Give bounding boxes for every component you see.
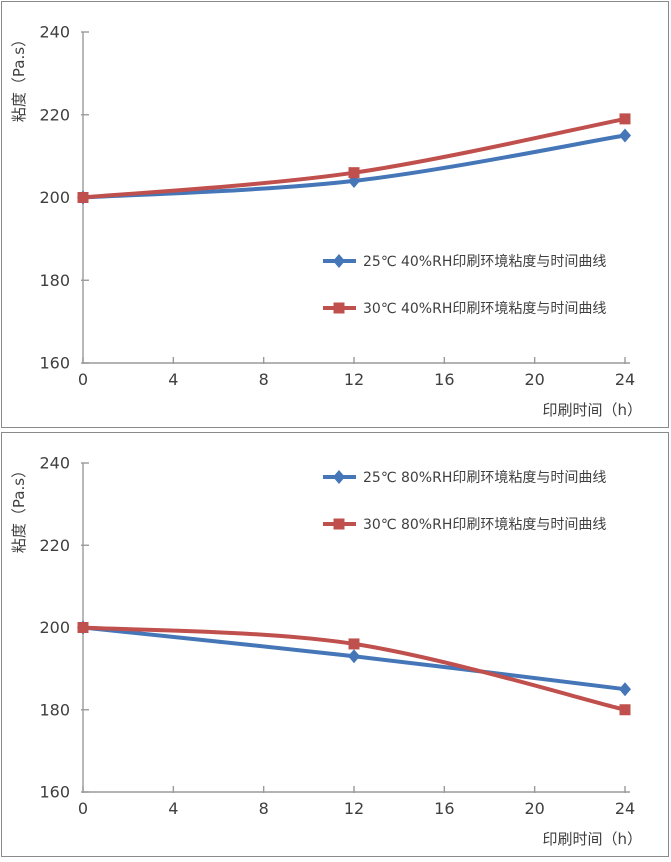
y-tick-label: 240	[39, 454, 70, 473]
data-point-marker	[348, 638, 360, 650]
data-point-marker	[619, 704, 631, 716]
x-tick-label: 20	[524, 370, 544, 389]
series-line	[81, 133, 627, 200]
y-tick-label: 180	[39, 700, 70, 719]
data-point-marker	[348, 167, 360, 179]
y-tick-label: 180	[39, 271, 70, 290]
y-tick-label: 200	[39, 618, 70, 637]
x-tick-label: 24	[615, 799, 635, 818]
x-tick-label: 0	[78, 799, 88, 818]
y-tick-label: 200	[39, 188, 70, 207]
x-tick-label: 4	[168, 370, 178, 389]
x-tick-label: 12	[344, 799, 364, 818]
legend-marker	[333, 254, 345, 268]
viscosity-time-chart-40rh: 160 180 200 220 240 0 4 8 12 16 20 24 粘度（Pa.s） 印刷时间（h…	[10, 23, 642, 420]
x-axis-title: 印刷时间（h）	[542, 830, 642, 848]
y-tick-label: 160	[39, 354, 70, 373]
legend-marker	[333, 302, 345, 314]
y-tick-label: 220	[39, 105, 70, 124]
x-tick-label: 16	[434, 799, 454, 818]
x-tick-label: 4	[168, 799, 178, 818]
x-tick-label: 20	[524, 799, 544, 818]
y-tick-label: 160	[39, 783, 70, 802]
legend-marker	[333, 470, 345, 484]
data-point-marker	[77, 192, 89, 203]
x-tick-label: 12	[344, 370, 364, 389]
x-tick-label: 24	[615, 370, 635, 389]
x-tick-label: 8	[259, 370, 269, 389]
x-tick-label: 16	[434, 370, 454, 389]
bottom-chart-panel: 160 180 200 220 240 0 4 8 12 16 20 24 粘度（Pa.s） 印刷时间（h…	[1, 432, 669, 857]
x-tick-label: 0	[78, 370, 88, 389]
data-point-marker	[619, 682, 631, 697]
data-point-marker	[77, 622, 89, 633]
y-tick-label: 220	[39, 536, 70, 555]
legend-label: 25℃ 80%RH印刷环境粘度与时间曲线	[363, 470, 606, 486]
x-tick-label: 8	[259, 799, 269, 818]
data-point-marker	[619, 128, 631, 143]
y-axis-title: 粘度（Pa.s）	[10, 32, 28, 122]
legend-marker	[333, 518, 345, 530]
data-point-marker	[348, 649, 360, 664]
legend-label: 25℃ 40%RH印刷环境粘度与时间曲线	[363, 254, 606, 270]
x-axis-title: 印刷时间（h）	[542, 401, 642, 419]
legend-label: 30℃ 80%RH印刷环境粘度与时间曲线	[363, 517, 606, 533]
data-point-marker	[619, 113, 631, 125]
legend-label: 30℃ 40%RH印刷环境粘度与时间曲线	[363, 301, 606, 317]
top-chart-panel: 160 180 200 220 240 0 4 8 12 16 20 24 粘度（Pa.s） 印刷时间（h…	[1, 1, 669, 428]
y-axis-title: 粘度（Pa.s）	[10, 463, 28, 553]
y-tick-label: 240	[39, 23, 70, 42]
viscosity-time-chart-80rh: 160 180 200 220 240 0 4 8 12 16 20 24 粘度（Pa.s） 印刷时间（h…	[10, 454, 642, 849]
